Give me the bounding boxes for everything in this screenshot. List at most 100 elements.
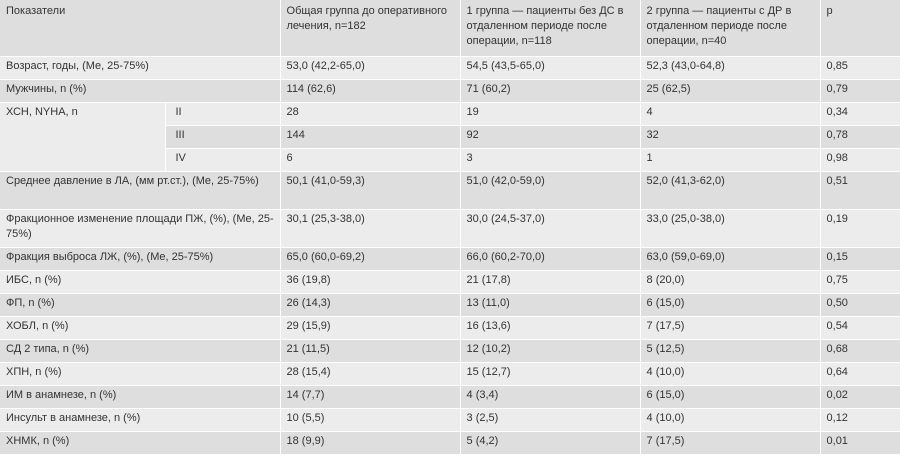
table-header-row: Показатели Общая группа до оперативного … (0, 0, 900, 57)
cell-total: 65,0 (60,0-69,2) (280, 247, 461, 271)
row-label: ХСН, NYHA, n (0, 102, 166, 172)
cell-group-1: 13 (11,0) (460, 293, 641, 317)
cell-p: 0,78 (820, 125, 900, 149)
cell-group-1: 21 (17,8) (460, 270, 641, 294)
cell-group-1: 51,0 (42,0-59,0) (460, 171, 641, 210)
cell-total: 114 (62,6) (280, 79, 461, 103)
header-p: p (820, 0, 900, 57)
cell-group-2: 7 (17,5) (640, 316, 821, 340)
row-label: ФП, n (%) (0, 293, 281, 317)
cell-p: 0,85 (820, 56, 900, 80)
cell-group-1: 19 (460, 102, 641, 126)
cell-group-2: 63,0 (59,0-69,0) (640, 247, 821, 271)
row-label: Среднее давление в ЛА, (мм рт.ст.), (Me,… (0, 171, 281, 210)
row-label: ХНМК, n (%) (0, 431, 281, 455)
cell-p: 0,34 (820, 102, 900, 126)
cell-group-1: 92 (460, 125, 641, 149)
row-label: Фракционное изменение площади ПЖ, (%), (… (0, 209, 281, 248)
cell-group-2: 33,0 (25,0-38,0) (640, 209, 821, 248)
table-row: ХОБЛ, n (%) 29 (15,9) 16 (13,6) 7 (17,5)… (0, 316, 900, 340)
table-row: ИМ в анамнезе, n (%) 14 (7,7) 4 (3,4) 6 … (0, 385, 900, 409)
cell-group-1: 54,5 (43,5-65,0) (460, 56, 641, 80)
table-row: Фракционное изменение площади ПЖ, (%), (… (0, 209, 900, 248)
cell-p: 0,54 (820, 316, 900, 340)
cell-group-1: 30,0 (24,5-37,0) (460, 209, 641, 248)
header-total-group: Общая группа до оперативного лечения, n=… (280, 0, 461, 57)
cell-total: 36 (19,8) (280, 270, 461, 294)
cell-group-2: 7 (17,5) (640, 431, 821, 455)
cell-group-2: 52,0 (41,3-62,0) (640, 171, 821, 210)
cell-group-2: 32 (640, 125, 821, 149)
cell-group-2: 4 (10,0) (640, 408, 821, 432)
cell-p: 0,68 (820, 339, 900, 363)
cell-p: 0,79 (820, 79, 900, 103)
cell-group-2: 8 (20,0) (640, 270, 821, 294)
cell-total: 18 (9,9) (280, 431, 461, 455)
cell-p: 0,75 (820, 270, 900, 294)
cell-total: 144 (280, 125, 461, 149)
row-sublabel: II (165, 102, 281, 126)
cell-total: 28 (280, 102, 461, 126)
cell-group-1: 71 (60,2) (460, 79, 641, 103)
table-row: СД 2 типа, n (%) 21 (11,5) 12 (10,2) 5 (… (0, 339, 900, 363)
row-label: Фракция выброса ЛЖ, (%), (Me, 25-75%) (0, 247, 281, 271)
cell-group-1: 15 (12,7) (460, 362, 641, 386)
cell-group-2: 6 (15,0) (640, 385, 821, 409)
cell-group-2: 52,3 (43,0-64,8) (640, 56, 821, 80)
cell-p: 0,50 (820, 293, 900, 317)
table-row: ФП, n (%) 26 (14,3) 13 (11,0) 6 (15,0) 0… (0, 293, 900, 317)
cell-p: 0,98 (820, 148, 900, 172)
cell-group-2: 5 (12,5) (640, 339, 821, 363)
row-sublabel: IV (165, 148, 281, 172)
table-row: ХПН, n (%) 28 (15,4) 15 (12,7) 4 (10,0) … (0, 362, 900, 386)
table-row: ХНМК, n (%) 18 (9,9) 5 (4,2) 7 (17,5) 0,… (0, 431, 900, 455)
cell-total: 30,1 (25,3-38,0) (280, 209, 461, 248)
cell-group-1: 3 (2,5) (460, 408, 641, 432)
cell-group-1: 66,0 (60,2-70,0) (460, 247, 641, 271)
table-row: ИБС, n (%) 36 (19,8) 21 (17,8) 8 (20,0) … (0, 270, 900, 294)
row-label: Инсульт в анамнезе, n (%) (0, 408, 281, 432)
cell-p: 0,12 (820, 408, 900, 432)
cell-total: 14 (7,7) (280, 385, 461, 409)
table-row: Возраст, годы, (Me, 25-75%) 53,0 (42,2-6… (0, 56, 900, 80)
cell-group-2: 6 (15,0) (640, 293, 821, 317)
table-row: Мужчины, n (%) 114 (62,6) 71 (60,2) 25 (… (0, 79, 900, 103)
table-row: III 144 92 32 0,78 (0, 125, 900, 149)
cell-p: 0,51 (820, 171, 900, 210)
cell-group-2: 4 (10,0) (640, 362, 821, 386)
row-label: ХПН, n (%) (0, 362, 281, 386)
cell-group-1: 5 (4,2) (460, 431, 641, 455)
row-label: ИБС, n (%) (0, 270, 281, 294)
row-label: ХОБЛ, n (%) (0, 316, 281, 340)
row-label: ИМ в анамнезе, n (%) (0, 385, 281, 409)
cell-total: 21 (11,5) (280, 339, 461, 363)
cell-group-2: 25 (62,5) (640, 79, 821, 103)
cell-p: 0,15 (820, 247, 900, 271)
table-row: ХСН, NYHA, n II 28 19 4 0,34 (0, 102, 900, 172)
cell-group-2: 4 (640, 102, 821, 126)
cell-total: 50,1 (41,0-59,3) (280, 171, 461, 210)
cell-group-1: 12 (10,2) (460, 339, 641, 363)
cell-p: 0,01 (820, 431, 900, 455)
cell-p: 0,64 (820, 362, 900, 386)
cell-group-1: 4 (3,4) (460, 385, 641, 409)
header-indicators: Показатели (0, 0, 281, 57)
row-label: СД 2 типа, n (%) (0, 339, 281, 363)
header-group-2: 2 группа — пациенты с ДР в отдаленном пе… (640, 0, 821, 57)
cell-total: 28 (15,4) (280, 362, 461, 386)
cell-total: 29 (15,9) (280, 316, 461, 340)
cell-p: 0,19 (820, 209, 900, 248)
table-row: Инсульт в анамнезе, n (%) 10 (5,5) 3 (2,… (0, 408, 900, 432)
row-sublabel: III (165, 125, 281, 149)
cell-p: 0,02 (820, 385, 900, 409)
cell-total: 6 (280, 148, 461, 172)
table-row: Фракция выброса ЛЖ, (%), (Me, 25-75%) 65… (0, 247, 900, 271)
table-row: IV 6 3 1 0,98 (0, 148, 900, 172)
cell-total: 10 (5,5) (280, 408, 461, 432)
cell-group-2: 1 (640, 148, 821, 172)
cell-total: 53,0 (42,2-65,0) (280, 56, 461, 80)
header-group-1: 1 группа — пациенты без ДС в отдаленном … (460, 0, 641, 57)
cell-group-1: 16 (13,6) (460, 316, 641, 340)
cell-total: 26 (14,3) (280, 293, 461, 317)
